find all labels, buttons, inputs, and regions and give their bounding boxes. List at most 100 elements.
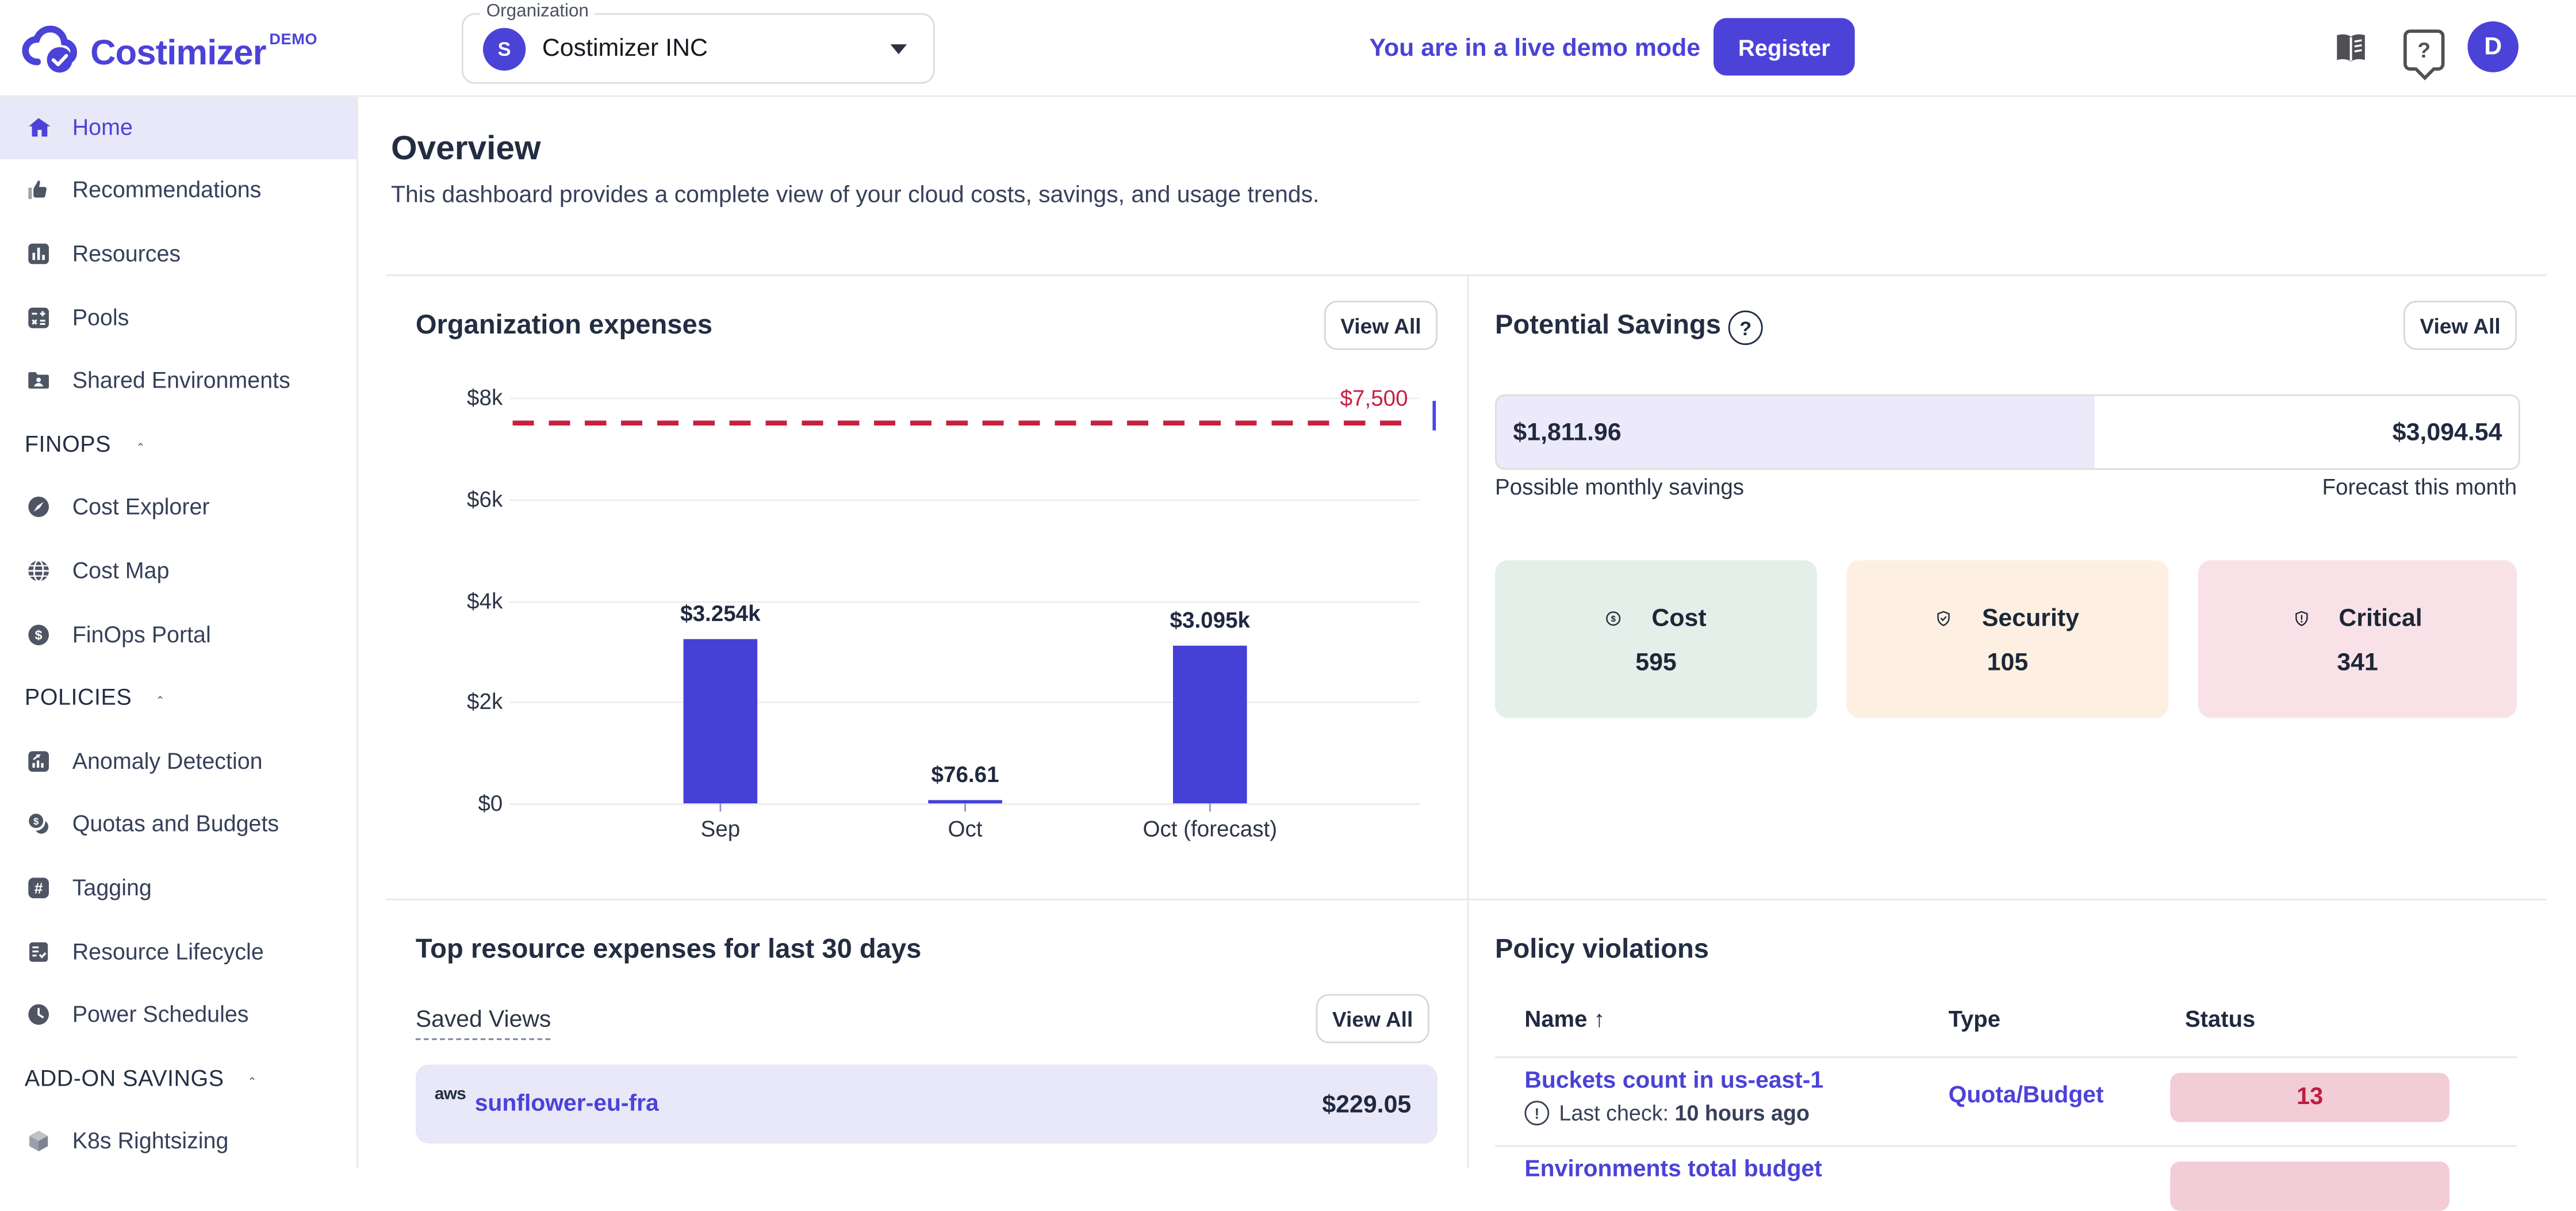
sidebar-item-home[interactable]: Home [0, 95, 356, 159]
sidebar-item-pools[interactable]: Pools [0, 286, 356, 349]
sidebar-item-label: Quotas and Budgets [72, 812, 279, 837]
sidebar-item-label: Home [72, 114, 133, 140]
gridline [509, 600, 1420, 603]
calculator-icon [26, 305, 51, 329]
svg-text:$: $ [35, 627, 43, 642]
sidebar-item-power-schedules[interactable]: Power Schedules [0, 983, 356, 1046]
sidebar-section-policies[interactable]: POLICIES [0, 666, 356, 729]
dollar-circle-icon: $ [1605, 602, 1636, 633]
sidebar-item-quotas-and-budgets[interactable]: $ Quotas and Budgets [0, 793, 356, 856]
table-row-divider [1495, 1145, 2517, 1147]
user-avatar[interactable]: D [2467, 21, 2518, 72]
sidebar-item-shared-environments[interactable]: Shared Environments [0, 349, 356, 412]
globe-icon [26, 558, 51, 583]
sidebar-item-label: Anomaly Detection [72, 749, 263, 773]
x-axis-tick-label: Oct (forecast) [1143, 817, 1278, 841]
column-header-name[interactable]: Name ↑ [1524, 1005, 1605, 1032]
thumbs-up-icon [26, 178, 51, 203]
violation-status-badge: 13 [2170, 1072, 2450, 1122]
aws-provider-icon: aws [434, 1084, 466, 1104]
sidebar-item-cost-explorer[interactable]: Cost Explorer [0, 476, 356, 539]
organization-selector[interactable]: Organization S Costimizer INC [461, 1, 935, 84]
brand-name: Costimizer DEMO [90, 31, 318, 73]
bar-chart-icon [26, 242, 51, 266]
violation-type-link[interactable]: Quota/Budget [1948, 1082, 2104, 1109]
hash-icon: # [26, 876, 51, 900]
topbar: Costimizer DEMO Organization S Costimizer… [0, 0, 2576, 97]
card-value: 595 [1635, 648, 1677, 676]
dollar-circle-icon: $ [26, 622, 51, 647]
sidebar-item-resource-lifecycle[interactable]: Resource Lifecycle [0, 919, 356, 983]
alert-circle-icon: ! [1524, 1101, 1550, 1126]
checklist-icon [26, 939, 51, 964]
sidebar-item-recommendations[interactable]: Recommendations [0, 159, 356, 222]
bar-oct [928, 799, 1002, 804]
sidebar-item-anomaly-detection[interactable]: Anomaly Detection [0, 729, 356, 792]
sidebar-item-resources[interactable]: Resources [0, 222, 356, 285]
folder-user-icon [26, 368, 51, 393]
bar-sep [683, 638, 758, 804]
saved-views-link[interactable]: Saved Views [415, 1007, 551, 1040]
chart-scroll-marker[interactable] [1432, 401, 1436, 431]
sidebar-section-finops[interactable]: FINOPS [0, 412, 356, 476]
column-header-type[interactable]: Type [1948, 1005, 2000, 1032]
gridline [509, 702, 1420, 704]
chevron-up-icon [124, 435, 142, 453]
savings-card-critical[interactable]: Critical 341 [2198, 560, 2517, 718]
column-header-status[interactable]: Status [2185, 1005, 2256, 1032]
page-title: Overview [391, 129, 541, 168]
sidebar-item-label: Recommendations [72, 178, 262, 203]
register-button[interactable]: Register [1713, 18, 1855, 76]
documentation-book-icon[interactable] [2331, 28, 2371, 68]
savings-progress-fill [1496, 396, 2096, 469]
potential-savings-view-all-button[interactable]: View All [2404, 300, 2517, 350]
sidebar-section-add-on-savings[interactable]: ADD-ON SAVINGS [0, 1047, 356, 1110]
demo-mode-notice: You are in a live demo mode [1369, 33, 1701, 62]
help-icon[interactable]: ? [2404, 29, 2445, 80]
resource-row[interactable]: aws sunflower-eu-fra $229.05 [415, 1064, 1438, 1144]
x-axis-tick-label: Sep [700, 817, 741, 841]
app-logo[interactable]: Costimizer DEMO [18, 21, 317, 79]
y-axis-tick-label: $4k [467, 588, 503, 613]
potential-savings-help-icon[interactable]: ? [1728, 311, 1763, 345]
card-label: Cost [1651, 604, 1707, 632]
possible-savings-value: $1,811.96 [1513, 418, 1621, 446]
svg-text:$: $ [33, 817, 39, 827]
potential-savings-title: Potential Savings [1495, 311, 1721, 340]
sidebar-item-label: Cost Explorer [72, 495, 210, 520]
gridline [509, 499, 1420, 501]
top-resources-title: Top resource expenses for last 30 days [415, 934, 922, 965]
policy-violations-title: Policy violations [1495, 934, 1709, 965]
violation-name-link[interactable]: Environments total budget [1524, 1156, 1822, 1183]
coins-icon: $ [26, 812, 51, 837]
savings-card-cost[interactable]: $ Cost 595 [1495, 560, 1817, 718]
sidebar-item-cost-map[interactable]: Cost Map [0, 539, 356, 603]
clock-icon [26, 1002, 51, 1027]
svg-text:#: # [34, 880, 43, 897]
gridline [509, 397, 1420, 400]
card-label: Security [1981, 604, 2079, 632]
org-expenses-bar-chart: $0 $2k $4k $6k $8k $3.254k Sep $76.61 Oct $3.095k… [467, 385, 1420, 841]
x-axis-tick [964, 803, 967, 812]
section-divider [386, 274, 2547, 276]
sidebar-item-tagging[interactable]: # Tagging [0, 856, 356, 919]
sidebar-item-label: Shared Environments [72, 368, 290, 393]
compass-icon [26, 495, 51, 520]
bar-value-label: $76.61 [931, 761, 999, 787]
sort-ascending-icon: ↑ [1593, 1005, 1605, 1032]
last-check-value: 10 hours ago [1674, 1101, 1810, 1126]
resource-name-link[interactable]: sunflower-eu-fra [474, 1091, 659, 1117]
org-expenses-view-all-button[interactable]: View All [1324, 300, 1438, 350]
violation-name-link[interactable]: Buckets count in us-east-1 [1524, 1068, 1824, 1094]
savings-card-security[interactable]: Security 105 [1846, 560, 2169, 718]
sidebar-item-finops-portal[interactable]: $ FinOps Portal [0, 603, 356, 666]
y-axis-tick-label: $6k [467, 486, 503, 512]
sidebar-item-label: Resource Lifecycle [72, 938, 264, 964]
resource-amount: $229.05 [1322, 1090, 1412, 1118]
top-resources-view-all-button[interactable]: View All [1316, 994, 1429, 1044]
x-axis-tick [719, 803, 722, 812]
forecast-label: Forecast this month [2322, 474, 2517, 500]
sidebar-item-label: Tagging [72, 875, 152, 900]
sidebar-item-k8s-rightsizing[interactable]: K8s Rightsizing [0, 1110, 356, 1168]
chevron-down-icon [890, 43, 907, 53]
